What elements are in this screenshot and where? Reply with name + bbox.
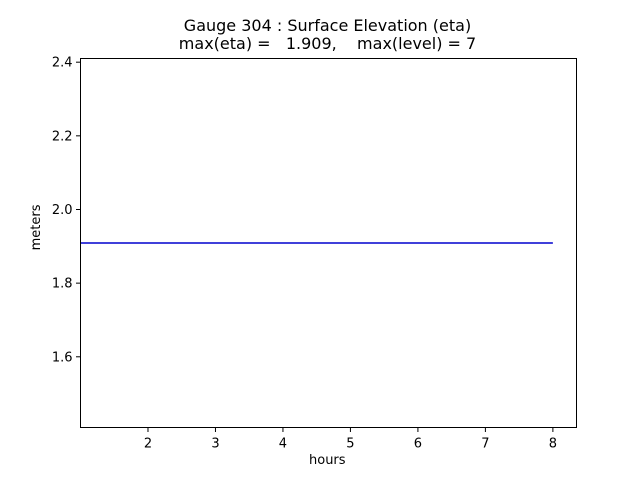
y-axis-label: meters xyxy=(14,182,59,251)
y-tick-label: 1.8 xyxy=(52,277,73,292)
x-tick-label: 6 xyxy=(414,437,422,452)
chart-title: Gauge 304 : Surface Elevation (eta) xyxy=(183,16,472,35)
x-tick-label: 4 xyxy=(279,437,287,452)
x-tick-label: 7 xyxy=(481,437,489,452)
x-tick-label: 3 xyxy=(211,437,219,452)
ticks-layer: 2 3 4 5 6 7 8 1.6 1.8 2.0 2.2 2.4 xyxy=(52,56,557,452)
x-axis-label: hours xyxy=(309,453,346,468)
y-tick-label: 1.6 xyxy=(52,350,73,365)
y-tick-label: 2.0 xyxy=(52,203,73,218)
y-tick-label: 2.2 xyxy=(52,129,73,144)
x-tick-label: 5 xyxy=(346,437,354,452)
plot-frame xyxy=(80,58,577,428)
chart-subtitle: max(eta) = 1.909, max(level) = 7 xyxy=(178,34,477,53)
y-axis-label-text: meters xyxy=(29,204,44,251)
x-tick-label: 2 xyxy=(144,437,152,452)
y-tick-label: 2.4 xyxy=(52,56,73,71)
x-tick-label: 8 xyxy=(549,437,557,452)
